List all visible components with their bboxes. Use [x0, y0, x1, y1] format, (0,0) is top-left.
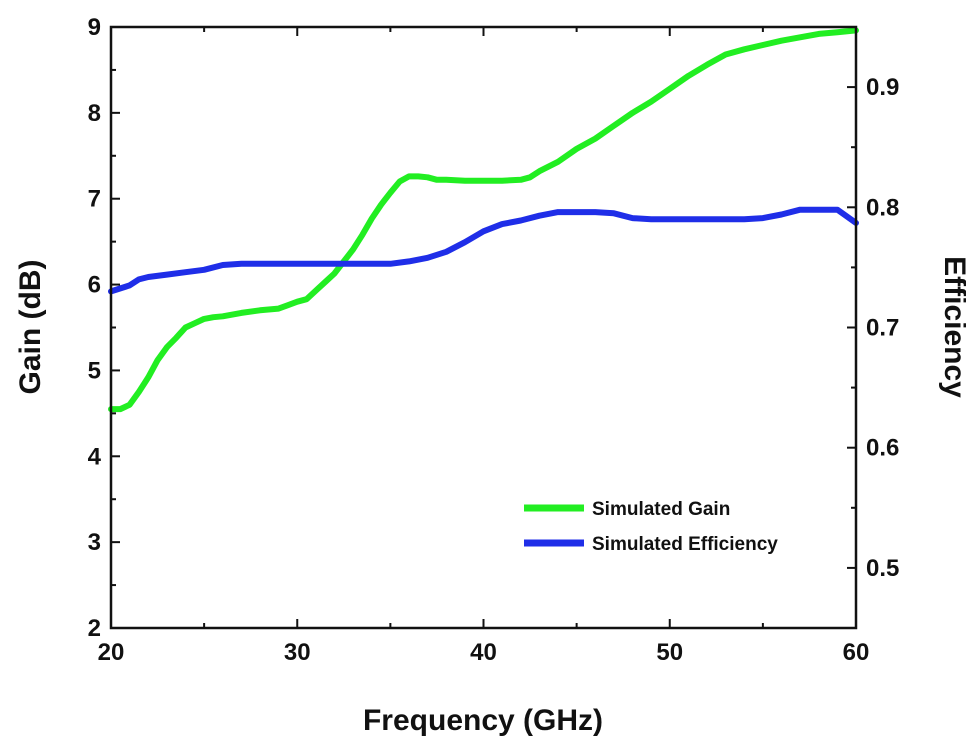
- y-tick-label: 2: [88, 615, 101, 642]
- ticks-layer: [110, 26, 857, 629]
- y-tick-label: 7: [88, 186, 101, 213]
- y-tick-label: 5: [88, 357, 101, 384]
- legend-label-simulated-efficiency: Simulated Efficiency: [592, 534, 778, 555]
- y-tick-label: 3: [88, 529, 101, 556]
- series-line-simulated-gain: [108, 27, 859, 413]
- legend-label-simulated-gain: Simulated Gain: [592, 499, 730, 520]
- x-tick-label: 50: [656, 639, 683, 666]
- y2-tick-label: 0.8: [866, 194, 899, 221]
- y2-tick-label: 0.9: [866, 74, 899, 101]
- y2-axis-title: Efficiency: [938, 256, 966, 398]
- x-tick-label: 60: [843, 639, 870, 666]
- legend: Simulated Gain Simulated Efficiency: [524, 499, 778, 555]
- series-line-simulated-efficiency: [108, 206, 859, 295]
- x-tick-label: 20: [98, 639, 125, 666]
- y2-tick-label: 0.5: [866, 555, 899, 582]
- y-tick-label: 6: [88, 272, 101, 299]
- x-tick-label: 40: [470, 639, 497, 666]
- series-layer: [108, 27, 859, 413]
- y-axis-title: Gain (dB): [14, 260, 47, 395]
- y-tick-label: 8: [88, 100, 101, 127]
- tick-labels-layer: 20 30 40 50 60 2 3 4 5 6 7 8 9 0.5 0.6 0.7 0.8 0.9: [88, 14, 900, 666]
- y2-tick-label: 0.7: [866, 315, 899, 342]
- y-tick-label: 4: [88, 443, 102, 470]
- x-axis-title: Frequency (GHz): [363, 704, 603, 737]
- x-tick-label: 30: [284, 639, 311, 666]
- y-tick-label: 9: [88, 14, 101, 41]
- y2-tick-label: 0.6: [866, 435, 899, 462]
